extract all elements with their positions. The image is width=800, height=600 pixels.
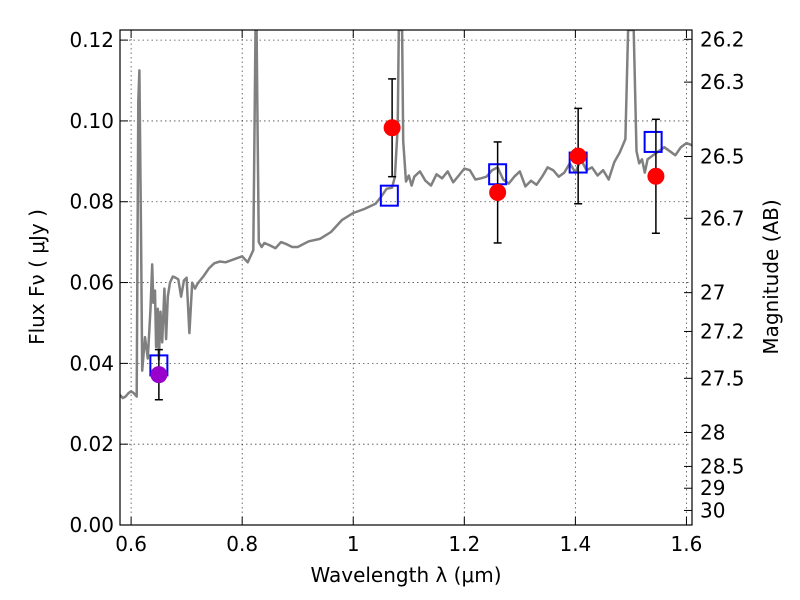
observed-point [647,167,665,185]
y2-axis-label: Magnitude (AB) [759,199,783,354]
y-tick-label: 0.06 [69,271,114,295]
y-tick-label: 0.12 [69,28,114,52]
mag-tick-label: 28.5 [700,454,745,478]
mag-tick-label: 30 [700,498,725,522]
plot-background [120,30,692,525]
plot-frame [119,29,693,526]
model-square-marker [379,184,399,207]
axis-layer: 0.6 0.8 1 1.2 1.4 1.6 0.00 0.02 0.04 0.06 0.08 0.10… [69,27,744,556]
data-layer [120,30,692,401]
mag-tick-label: 26.3 [700,70,745,94]
mag-tick-label: 26.2 [700,27,745,51]
model-square-marker [643,130,663,153]
mag-tick-label: 27.5 [700,366,745,390]
x-tick-label: 1.4 [559,532,591,556]
mag-tick-label: 28 [700,420,725,444]
mag-tick-label: 26.7 [700,206,745,230]
mag-tick-label: 26.5 [700,144,745,168]
mag-tick-label: 27.2 [700,319,745,343]
x-tick-label: 0.6 [115,532,147,556]
x-tick-label: 1 [347,532,360,556]
mag-tick-label: 27 [700,281,725,305]
x-tick-label: 1.6 [671,532,703,556]
y-tick-label: 0.10 [69,109,114,133]
x-tick-label: 0.8 [226,532,258,556]
x-tick-label: 1.2 [448,532,480,556]
x-axis-label: Wavelength λ (μm) [310,563,501,587]
observed-point [383,119,401,137]
y-tick-label: 0.02 [69,432,114,456]
mag-tick-label: 29 [700,476,725,500]
y-tick-label: 0.00 [69,513,114,537]
observed-point [489,183,507,201]
observed-point [569,147,587,165]
y-tick-label: 0.04 [69,351,114,375]
y-tick-label: 0.08 [69,190,114,214]
observed-point [150,366,168,384]
y-axis-label: Flux Fν ( μJy ) [25,209,49,345]
